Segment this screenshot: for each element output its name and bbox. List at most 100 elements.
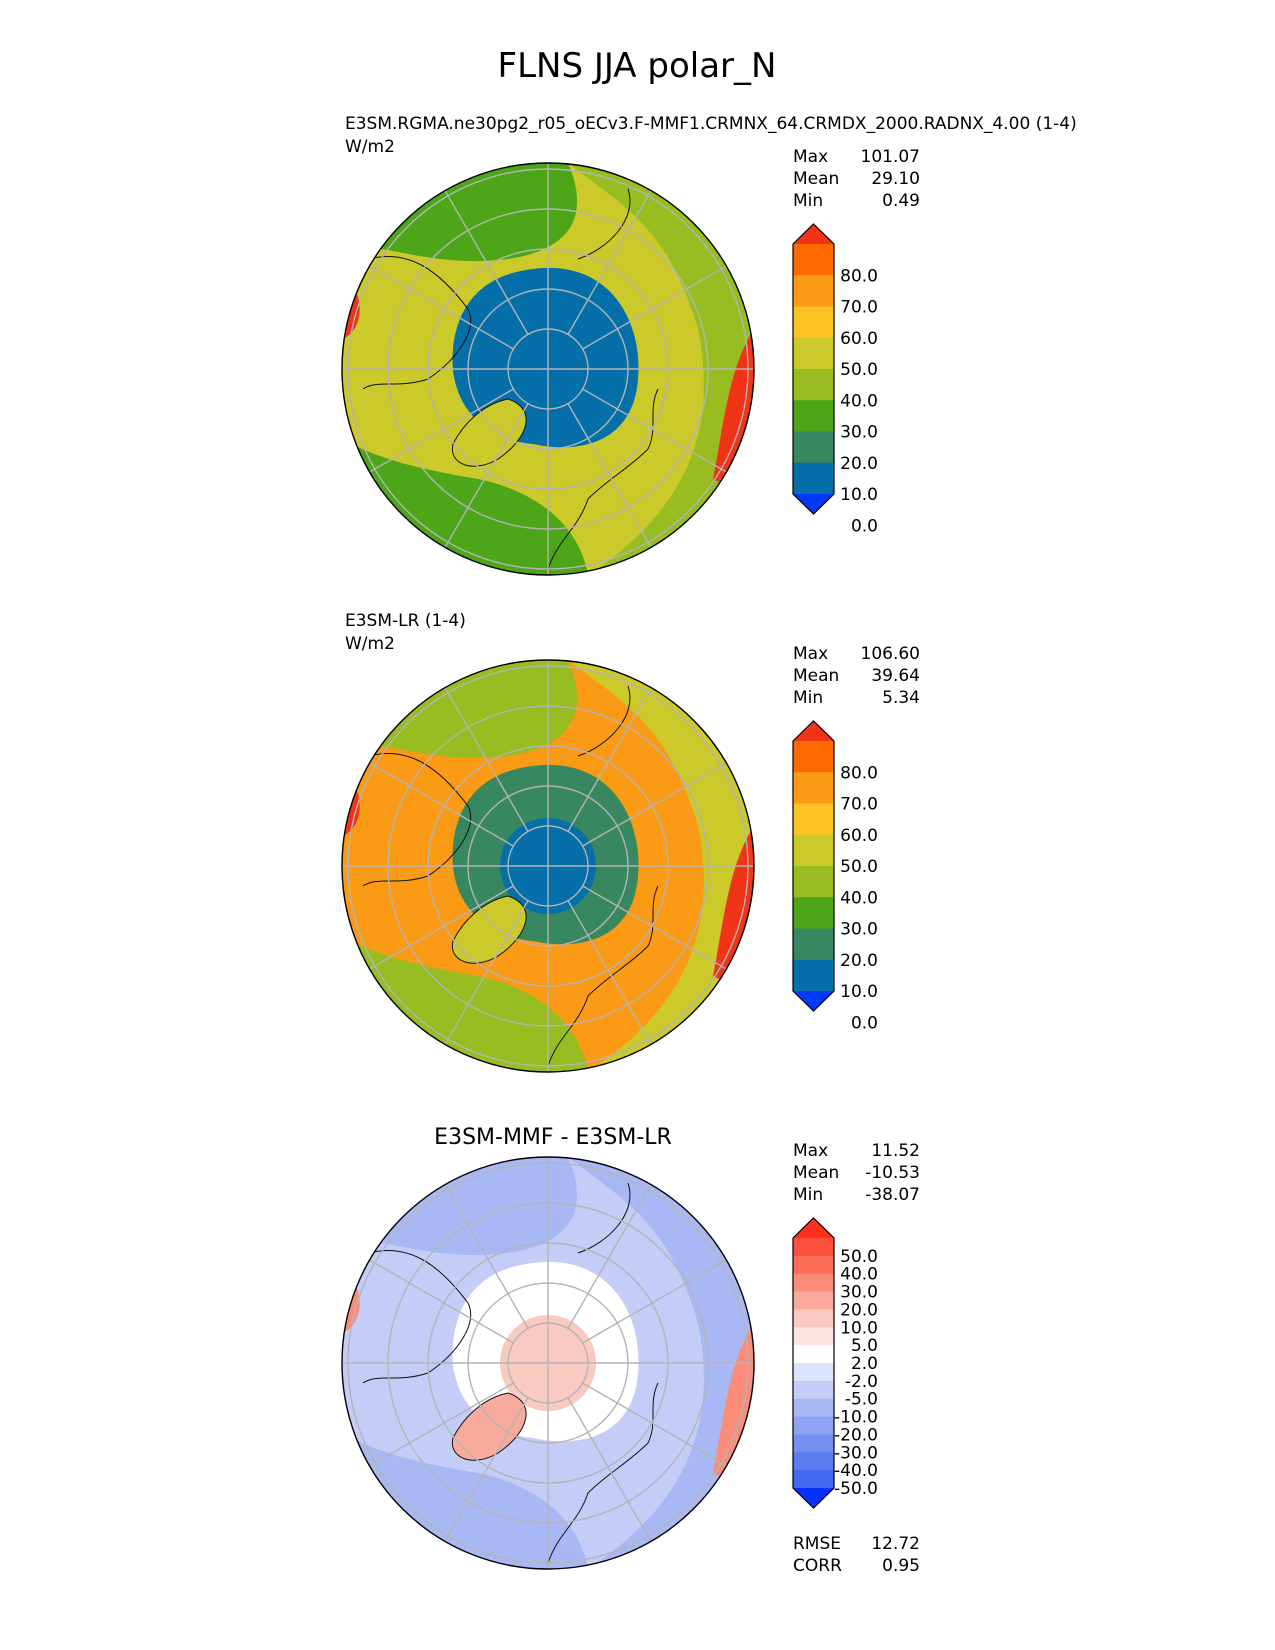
meridian-gridline [567, 1397, 652, 1542]
meridian-gridline [444, 1397, 529, 1542]
meridian-gridline [582, 1382, 727, 1467]
panel-1-colorbar: 80.0 70.0 60.0 50.0 40.0 30.0 20.0 10.0 0.0 [792, 223, 878, 536]
colorbar-tick-label: -30.0 [834, 1443, 878, 1463]
colorbar-tick-label: 2.0 [851, 1354, 878, 1374]
colorbar-bin [793, 1273, 834, 1293]
colorbar-tick-label: 50.0 [840, 1247, 878, 1267]
page-title: FLNS JJA polar_N [498, 46, 777, 86]
colorbar-bin [793, 959, 834, 992]
colorbar-tick-label: 0.0 [851, 516, 878, 536]
coastline [362, 1249, 472, 1384]
panel-2-stat-max-label: Max [793, 644, 828, 664]
pacific-field [568, 1157, 754, 1569]
colorbar-bin [793, 306, 834, 339]
meridian-gridline [582, 265, 727, 350]
colorbar-tick-label: 60.0 [840, 329, 878, 349]
colorbar-bin [793, 431, 834, 464]
panel-3-map [341, 1156, 755, 1570]
colorbar-tick-label: 20.0 [840, 1300, 878, 1320]
panel-1: E3SM.RGMA.ne30pg2_r05_oECv3.F-MMF1.CRMNX… [341, 114, 1077, 576]
colorbar-bin [793, 834, 834, 867]
colorbar-bin [793, 1398, 834, 1418]
colorbar-bin [793, 1345, 834, 1364]
colorbar-tick-label: 10.0 [840, 1318, 878, 1338]
colorbar-lower-extension [793, 1488, 834, 1508]
colorbar-tick-label: 30.0 [840, 1283, 878, 1303]
colorbar-bin [793, 337, 834, 370]
panel-1-stat-min-label: Min [793, 191, 823, 211]
panel-3: E3SM-MMF - E3SM-LR Max 11.52 Mean -10.53… [341, 1125, 920, 1576]
panel-3-stat-min-label: Min [793, 1185, 823, 1205]
panel-1-map [341, 162, 755, 576]
panel-1-units: W/m2 [345, 137, 395, 157]
panel-1-stats: Max 101.07 Mean 29.10 Min 0.49 [793, 147, 920, 211]
coastline [547, 388, 659, 570]
panel-1-stat-mean-value: 29.10 [871, 169, 920, 189]
colorbar-tick-label: 40.0 [840, 391, 878, 411]
colorbar-bin [793, 1452, 834, 1471]
colorbar-tick-label: -40.0 [834, 1461, 878, 1481]
colorbar-tick-label: 30.0 [840, 920, 878, 940]
meridian-gridline [444, 403, 529, 548]
panel-2-stat-mean-value: 39.64 [871, 666, 920, 686]
colorbar-bin [793, 1309, 834, 1328]
panel-3-metrics: RMSE 12.72 CORR 0.95 [793, 1534, 920, 1576]
panel-2-stat-min-label: Min [793, 688, 823, 708]
meridian-gridline [582, 762, 727, 847]
meridian-gridline [582, 885, 727, 970]
colorbar-bin [793, 1255, 834, 1275]
colorbar-bin [793, 741, 834, 773]
colorbar-bin [793, 244, 834, 276]
meridian-gridline [444, 1184, 529, 1329]
north-america-field [342, 1157, 578, 1256]
panel-1-stat-min-value: 0.49 [882, 191, 920, 211]
colorbar-tick-label: -50.0 [834, 1479, 878, 1499]
meridian-gridline [444, 900, 529, 1045]
colorbar-tick-label: -5.0 [845, 1390, 878, 1410]
panel-1-stat-max-label: Max [793, 147, 828, 167]
coastline [547, 885, 659, 1067]
colorbar-bin [793, 1363, 834, 1382]
panel-2-title: E3SM-LR (1-4) [345, 611, 466, 631]
colorbar-upper-extension [793, 1218, 834, 1238]
coastline [362, 752, 472, 887]
greenland-coastline [451, 1392, 527, 1461]
colorbar-bin [793, 928, 834, 961]
colorbar-outline [792, 720, 835, 1012]
panel-2-map-border [341, 659, 755, 1073]
panel-3-stat-min-value: -38.07 [865, 1185, 920, 1205]
colorbar-tick-label: 80.0 [840, 266, 878, 286]
colorbar-tick-label: 20.0 [840, 454, 878, 474]
pacific-field [568, 163, 754, 575]
colorbar-tick-label: 50.0 [840, 857, 878, 877]
north-america-field [342, 660, 578, 759]
panel-1-stat-max-value: 101.07 [861, 147, 920, 167]
colorbar-tick-label: -2.0 [845, 1372, 878, 1392]
panel-3-stat-max-label: Max [793, 1141, 828, 1161]
panel-2-colorbar: 80.0 70.0 60.0 50.0 40.0 30.0 20.0 10.0 0.0 [792, 720, 878, 1033]
meridian-gridline [369, 1382, 514, 1467]
colorbar-lower-extension [793, 494, 834, 514]
panel-2: E3SM-LR (1-4) W/m2 Max 106.60 Mean 39.64… [341, 611, 920, 1073]
north-america-field [342, 163, 578, 262]
colorbar-bin [793, 1380, 834, 1400]
panel-3-stat-mean-label: Mean [793, 1163, 839, 1183]
panel-3-rmse-value: 12.72 [871, 1534, 920, 1554]
panel-1-title: E3SM.RGMA.ne30pg2_r05_oECv3.F-MMF1.CRMNX… [345, 114, 1077, 134]
colorbar-bin [793, 275, 834, 307]
colorbar-bin [793, 1291, 834, 1310]
panel-2-map [341, 659, 755, 1073]
meridian-gridline [567, 403, 652, 548]
colorbar-bin [793, 772, 834, 804]
panel-3-corr-label: CORR [793, 1556, 842, 1576]
colorbar-tick-label: 80.0 [840, 763, 878, 783]
colorbar-bin [793, 1470, 834, 1489]
colorbar-bin [793, 400, 834, 432]
panel-3-title: E3SM-MMF - E3SM-LR [434, 1125, 672, 1150]
meridian-gridline [567, 687, 652, 832]
colorbar-bin [793, 1416, 834, 1435]
colorbar-tick-label: 0.0 [851, 1013, 878, 1033]
panel-2-stat-mean-label: Mean [793, 666, 839, 686]
panel-3-stats: Max 11.52 Mean -10.53 Min -38.07 [793, 1141, 920, 1205]
meridian-gridline [369, 388, 514, 473]
